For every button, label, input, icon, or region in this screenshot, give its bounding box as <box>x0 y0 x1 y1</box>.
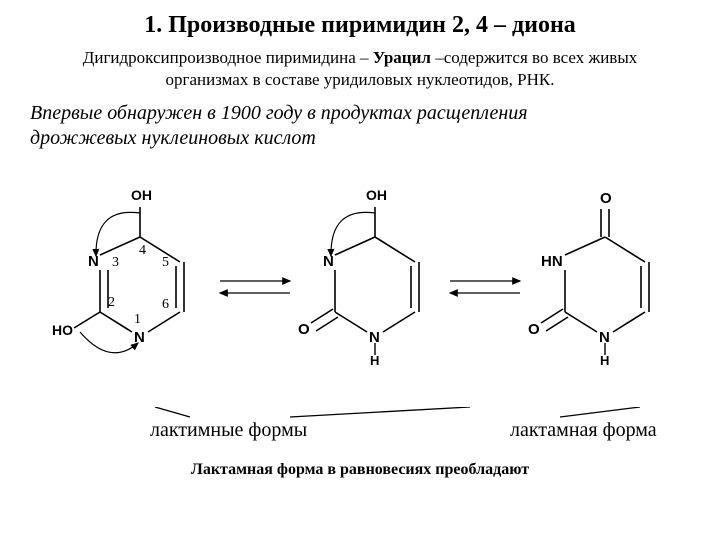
chemistry-diagram: OH HO N N 1 2 3 4 5 6 OH N N H O O HN N … <box>0 157 720 417</box>
s1-n3: N <box>88 253 99 270</box>
num-2: 2 <box>108 295 115 311</box>
s2-h1: H <box>370 353 379 368</box>
sub-a: Дигидроксипроизводное пиримидина – <box>83 48 373 67</box>
brace-lines <box>0 407 720 447</box>
s2-o2: O <box>298 321 310 338</box>
history-block: Впервые обнаружен в 1900 году в продукта… <box>30 101 690 151</box>
footnote: Лактамная форма в равновесиях преобладаю… <box>0 461 720 479</box>
num-5: 5 <box>162 255 169 271</box>
s3-o2: O <box>528 321 540 338</box>
title-text: 1. Производные пиримидин 2, 4 – диона <box>144 12 576 38</box>
page-title: 1. Производные пиримидин 2, 4 – диона <box>0 0 720 39</box>
subtitle-block: Дигидроксипроизводное пиримидина – Ураци… <box>0 47 720 91</box>
sub-line2: организмах в составе уридиловых нуклеоти… <box>165 70 554 89</box>
s3-n1: N <box>599 329 610 346</box>
hist-2: дрожжевых нуклеиновых кислот <box>30 127 316 149</box>
sub-b: Урацил <box>373 48 431 67</box>
s3-o4: O <box>600 190 612 207</box>
s1-oh-top: OH <box>131 187 152 203</box>
num-6: 6 <box>162 297 169 313</box>
s3-hn: HN <box>541 253 563 270</box>
s1-ho: HO <box>52 322 73 338</box>
s2-oh-top: OH <box>366 187 387 203</box>
footnote-text: Лактамная форма в равновесиях преобладаю… <box>191 461 529 478</box>
s1-n1: N <box>134 329 145 346</box>
num-1: 1 <box>134 312 141 328</box>
s3-h1: H <box>600 353 609 368</box>
num-3: 3 <box>112 255 119 271</box>
num-4: 4 <box>139 243 146 259</box>
structures-svg <box>0 157 720 417</box>
sub-c: –содержится во всех живых <box>431 48 637 67</box>
s2-n1: N <box>369 329 380 346</box>
hist-1: Впервые обнаружен в 1900 году в продукта… <box>30 102 528 124</box>
s2-n3: N <box>323 253 334 270</box>
